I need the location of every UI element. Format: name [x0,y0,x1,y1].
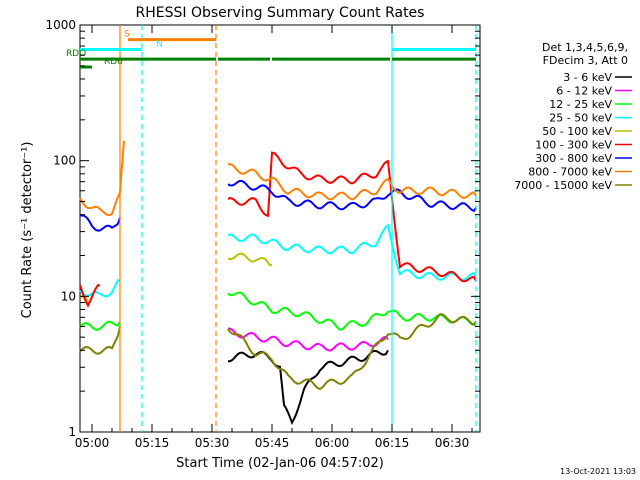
y-axis: 1 10 100 1000 [45,18,480,439]
legend-entry-label: 100 - 300 keV [535,139,612,152]
x-tick-label: 05:00 [75,436,110,450]
plot-area: S N RDO RD6 [66,24,481,433]
series-line [79,320,121,331]
legend-entry-label: 12 - 25 keV [549,98,612,111]
chart-title: RHESSI Observing Summary Count Rates [136,5,425,21]
flag-label: N [156,39,163,49]
legend-entry-label: 3 - 6 keV [563,71,612,84]
vertical-markers [119,25,477,432]
legend-entry-label: 300 - 800 keV [535,152,612,165]
plot-frame [79,24,481,433]
legend-entry-label: 25 - 50 keV [549,112,612,125]
y-tick-label: 1000 [45,18,76,32]
series-line [227,291,477,331]
series-line [79,326,121,355]
x-tick-label: 06:15 [375,436,410,450]
series-layer [79,140,477,425]
series-line [228,349,389,425]
legend-entry-label: 6 - 12 keV [556,85,612,98]
legend-entry-label: 7000 - 15000 keV [514,179,612,192]
x-tick-label: 05:45 [255,436,290,450]
series-line [228,327,389,352]
y-axis-label: Count Rate (s⁻¹ detector⁻¹) [20,142,35,319]
x-axis-label: Start Time (02-Jan-06 04:57:02) [176,456,384,471]
x-tick-label: 05:30 [195,436,230,450]
flag-label: S [124,30,130,40]
series-line [79,283,101,308]
state-flags: S N RDO RD6 [66,30,476,69]
y-tick-label: 100 [53,154,76,168]
series-line [80,214,121,232]
series-line [227,252,273,267]
x-tick-label: 06:00 [315,436,350,450]
flag-label: RD6 [104,57,123,67]
series-line [227,179,477,213]
x-axis: 05:00 05:15 05:30 05:45 06:00 06:15 06:30 [75,25,473,450]
series-line [79,140,125,217]
legend-header-line-1: Det 1,3,4,5,6,9, [542,41,628,54]
timestamp: 13-Oct-2021 13:03 [560,467,636,476]
legend-entry-label: 50 - 100 keV [542,125,612,138]
x-tick-label: 05:15 [135,436,170,450]
series-line [227,162,477,201]
flag-label: RDO [66,49,86,59]
legend-header-line-2: FDecim 3, Att 0 [543,54,628,67]
series-line [79,278,121,298]
y-tick-label: 1 [68,425,76,439]
series-line [227,313,477,390]
series-line [227,151,477,283]
legend-entry-label: 800 - 7000 keV [528,166,612,179]
y-tick-label: 10 [61,289,76,303]
x-tick-label: 06:30 [435,436,470,450]
legend: Det 1,3,4,5,6,9, FDecim 3, Att 0 3 - 6 k… [514,41,632,192]
series-line [227,223,477,281]
